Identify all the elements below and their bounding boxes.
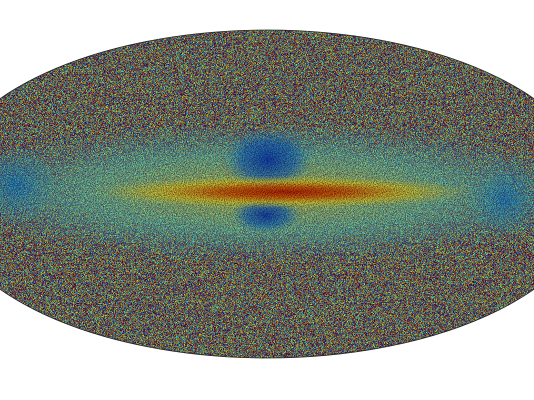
sky-outline [0, 29, 534, 359]
